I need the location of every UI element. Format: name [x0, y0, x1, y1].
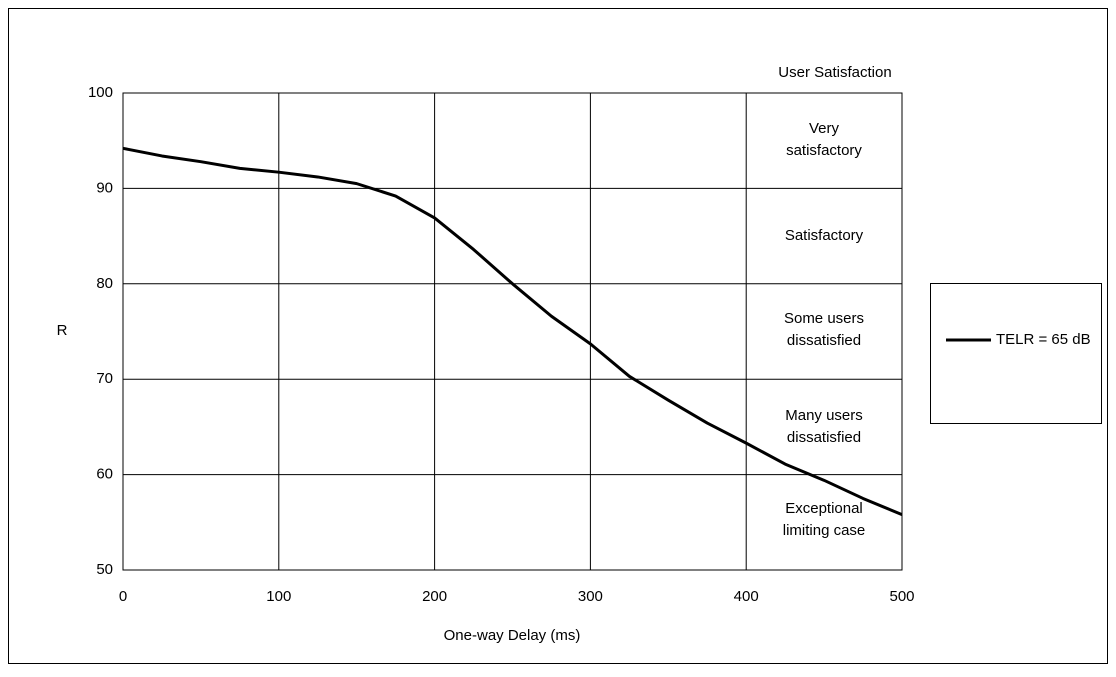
zone-label: satisfactory [786, 142, 862, 159]
data-line [122, 146, 903, 517]
zone-label: Very [809, 120, 840, 137]
y-tick-label: 70 [96, 370, 113, 387]
y-tick-label: 80 [96, 275, 113, 292]
zone-label: Satisfactory [785, 227, 864, 244]
zone-label: Exceptional [785, 500, 863, 517]
x-tick-label: 500 [889, 588, 914, 605]
zone-label: dissatisfied [787, 332, 861, 349]
y-axis-label: R [57, 322, 68, 339]
y-tick-label: 50 [96, 561, 113, 578]
zone-label: Many users [785, 407, 863, 424]
y-tick-label: 90 [96, 179, 113, 196]
y-tick-label: 60 [96, 466, 113, 483]
plot-area [122, 92, 903, 571]
x-axis-label: One-way Delay (ms) [444, 627, 581, 644]
legend-box [930, 283, 1102, 424]
x-tick-label: 100 [266, 588, 291, 605]
x-tick-label: 200 [422, 588, 447, 605]
x-tick-label: 0 [119, 588, 127, 605]
x-tick-label: 400 [734, 588, 759, 605]
y-tick-label: 100 [88, 84, 113, 101]
annotation-title: User Satisfaction [778, 64, 891, 81]
zone-label: dissatisfied [787, 429, 861, 446]
zone-label: Some users [784, 310, 864, 327]
x-tick-label: 300 [578, 588, 603, 605]
zone-label: limiting case [783, 522, 866, 539]
legend-label: TELR = 65 dB [996, 331, 1091, 348]
